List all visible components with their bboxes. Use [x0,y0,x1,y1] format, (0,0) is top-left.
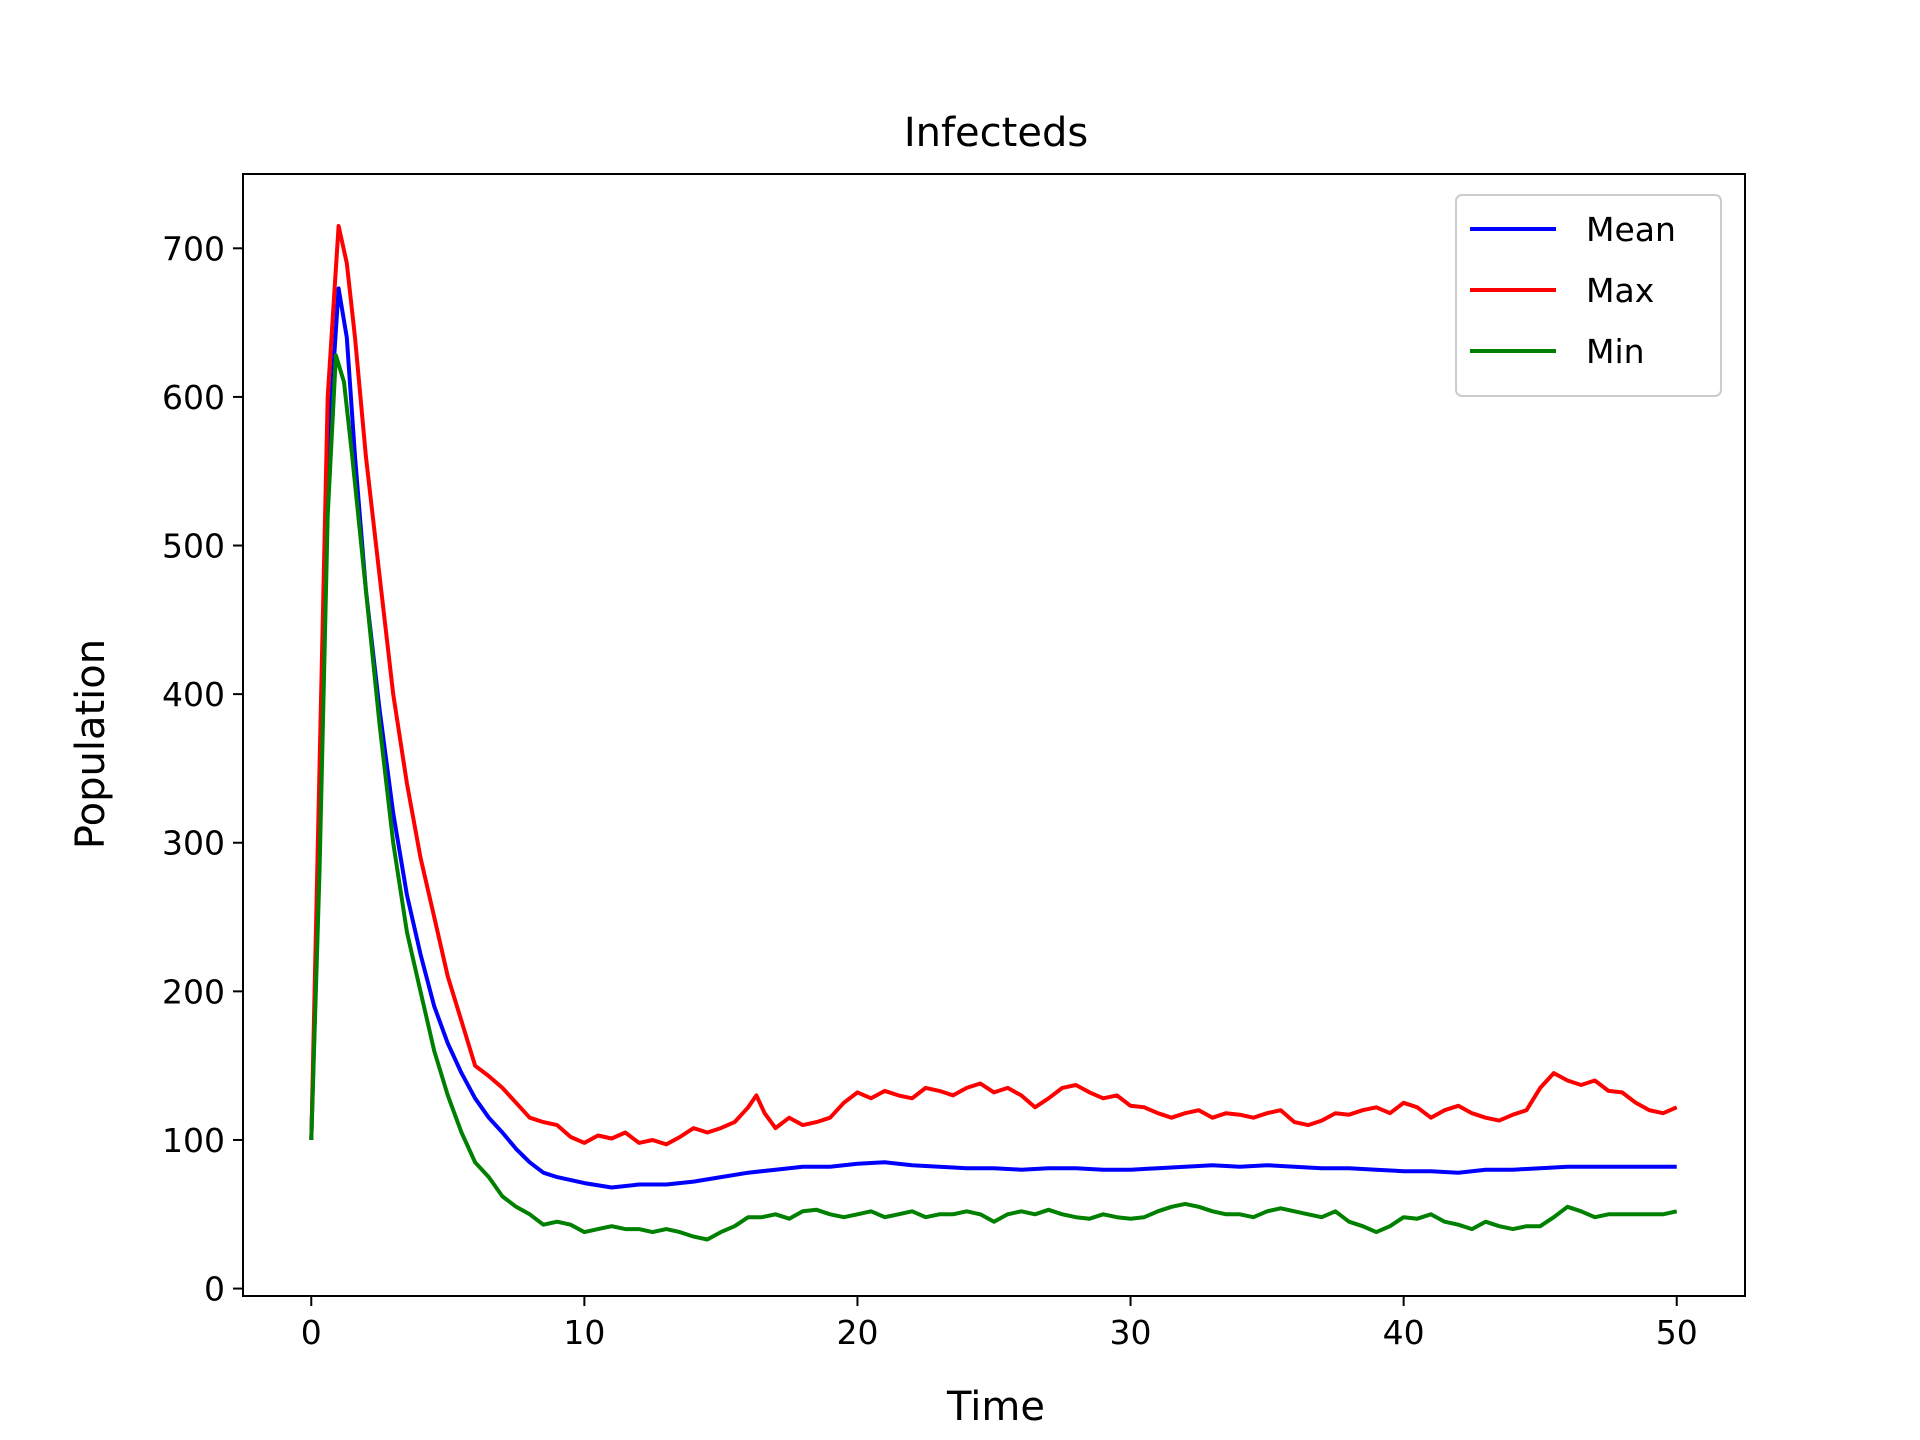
x-tick-label: 10 [563,1313,605,1352]
plot-area [309,224,1678,1242]
y-axis: 0 100 200 300 400 500 600 700 [162,229,243,1309]
y-tick-label: 700 [162,229,225,268]
y-tick-label: 400 [162,675,225,714]
y-tick-label: 300 [162,824,225,863]
legend-label-max: Max [1586,271,1654,310]
series-line-max [309,224,1678,1147]
plot-frame [242,173,1746,1297]
x-axis-label: Time [946,1384,1045,1430]
y-tick-label: 200 [162,972,225,1011]
x-tick-label: 20 [836,1313,878,1352]
series-line-mean [309,286,1677,1190]
x-tick-label: 30 [1110,1313,1152,1352]
x-axis: 0 10 20 30 40 50 [301,1296,1698,1352]
y-tick-label: 100 [162,1121,225,1160]
legend: Mean Max Min [1455,194,1722,397]
legend-label-min: Min [1586,332,1645,371]
chart-title: Infecteds [904,110,1088,156]
y-tick-label: 500 [162,527,225,566]
x-tick-label: 50 [1656,1313,1698,1352]
y-tick-label: 0 [204,1270,225,1309]
x-tick-label: 0 [301,1313,322,1352]
legend-label-mean: Mean [1586,210,1676,249]
series-line-min [309,353,1678,1242]
y-axis-label: Population [68,639,114,849]
x-tick-label: 40 [1383,1313,1425,1352]
legend-box [1455,194,1722,397]
y-tick-label: 600 [162,378,225,417]
